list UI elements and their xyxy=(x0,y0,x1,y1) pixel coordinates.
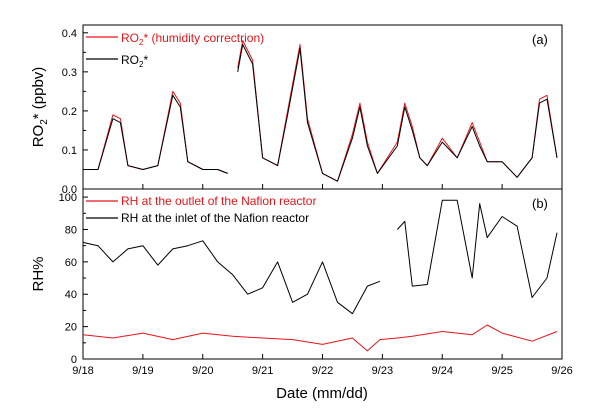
panel-a-ytick-label: 0.1 xyxy=(62,145,77,157)
panel-a-ytick-label: 0.4 xyxy=(62,28,77,40)
x-tick-label: 9/18 xyxy=(72,365,93,377)
x-tick-label: 9/23 xyxy=(372,365,393,377)
panel-b-series-0 xyxy=(82,324,558,352)
panel-a-series-1 xyxy=(83,44,558,182)
legend-label-ro2: RO2* xyxy=(121,53,148,69)
panel-a-label: (a) xyxy=(532,32,548,47)
panel-a-series xyxy=(83,40,558,182)
panel-a-ytick-label: 0.2 xyxy=(62,106,77,118)
x-axis-label: Date (mm/dd) xyxy=(276,385,368,402)
panel-b-ytick-label: 20 xyxy=(65,322,77,334)
x-tick-label: 9/22 xyxy=(312,365,333,377)
panel-b-label: (b) xyxy=(532,196,548,211)
panel-a-y-ticks: 0.0 0.1 0.2 0.3 0.4 xyxy=(62,28,88,196)
panel-b-ytick-label: 60 xyxy=(65,257,77,269)
panel-b-legend: RH at the outlet of the Nafion reactor R… xyxy=(86,194,316,225)
panel-b: 0 20 40 60 80 100 9/18 9/19 9/20 9/21 9/22 9/23 9/2… xyxy=(30,184,573,402)
x-tick-label: 9/19 xyxy=(132,365,153,377)
panel-b-x-ticks: 9/18 9/19 9/20 9/21 9/22 9/23 9/24 9/25 9/26 xyxy=(72,184,573,377)
x-tick-label: 9/25 xyxy=(491,365,512,377)
panel-b-ytick-label: 80 xyxy=(65,224,77,236)
panel-a-ytick-label: 0.3 xyxy=(62,67,77,79)
legend-label-outlet: RH at the outlet of the Nafion reactor xyxy=(121,194,316,208)
panel-b-ytick-label: 0 xyxy=(71,354,77,366)
x-tick-label: 9/20 xyxy=(192,365,213,377)
panel-a-frame xyxy=(82,24,563,190)
legend-label-inlet: RH at the inlet of the Nafion reactor xyxy=(121,211,309,225)
panel-a-ylabel: RO2* (ppbv) xyxy=(30,67,50,148)
panel-a: 0.0 0.1 0.2 0.3 0.4 (a) RO2* (ppbv) RO2* (hu… xyxy=(30,24,563,196)
panel-a-legend: RO2* (humidity correctrion) RO2* xyxy=(86,31,264,69)
legend-label-ro2-corrected: RO2* (humidity correctrion) xyxy=(121,31,264,47)
panel-b-ytick-label: 100 xyxy=(59,192,77,204)
panel-b-ytick-label: 40 xyxy=(65,289,77,301)
panel-a-ytick-label: 0.0 xyxy=(62,184,77,196)
x-tick-label: 9/21 xyxy=(252,365,273,377)
x-tick-label: 9/26 xyxy=(551,365,572,377)
panel-b-y-ticks: 0 20 40 60 80 100 xyxy=(59,192,88,366)
panel-b-series-1 xyxy=(82,199,558,315)
panel-b-ylabel: RH% xyxy=(30,256,47,291)
x-tick-label: 9/24 xyxy=(432,365,453,377)
panel-b-series xyxy=(82,199,558,352)
